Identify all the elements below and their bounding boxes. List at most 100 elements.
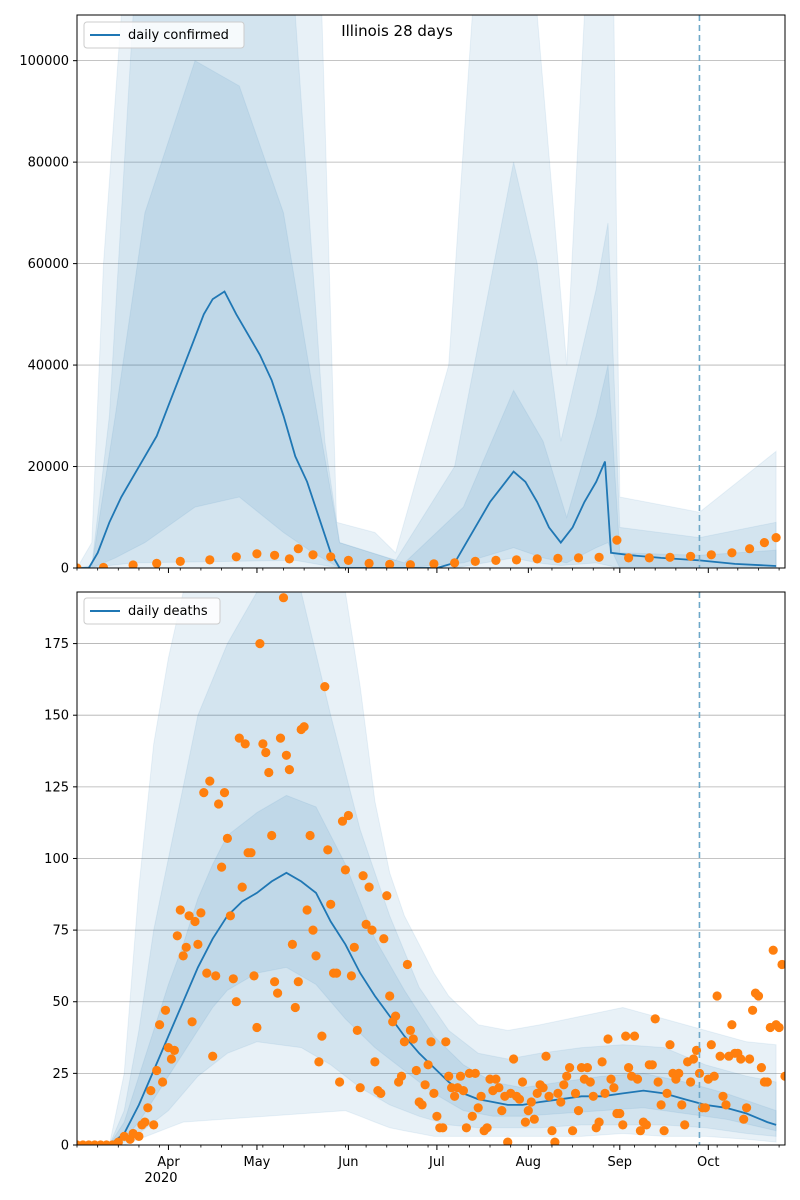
observed-point	[653, 1077, 663, 1087]
x-tick-label: Sep	[608, 1155, 633, 1170]
observed-point	[299, 722, 309, 732]
y-tick-label: 20000	[28, 460, 69, 475]
x-tick-label: Jun	[337, 1155, 358, 1170]
observed-point	[287, 939, 297, 950]
observed-point	[305, 830, 315, 841]
observed-point	[709, 1071, 719, 1081]
observed-point	[482, 1123, 492, 1133]
observed-point	[503, 1137, 513, 1145]
median-line-deaths	[77, 871, 777, 1145]
observed-point	[252, 549, 262, 559]
observed-point	[612, 535, 622, 545]
observed-point	[205, 555, 215, 565]
observed-point	[526, 1097, 536, 1107]
y-tick-label: 50	[52, 995, 69, 1010]
observed-point	[597, 1057, 607, 1067]
observed-point	[264, 767, 274, 778]
y-tick-label: 60000	[28, 257, 69, 272]
observed-point	[323, 845, 333, 855]
observed-point	[618, 1120, 628, 1130]
observed-point	[644, 553, 654, 563]
observed-point	[497, 1106, 507, 1116]
observed-point	[615, 1108, 625, 1119]
uncertainty-band-1	[77, 592, 777, 1145]
observed-point	[267, 830, 277, 841]
observed-point	[143, 1103, 153, 1113]
observed-point	[237, 882, 247, 892]
observed-point	[748, 1005, 758, 1015]
observed-point	[231, 997, 241, 1007]
observed-point	[641, 1120, 652, 1130]
observed-point	[624, 1063, 634, 1073]
observed-point	[556, 1097, 566, 1107]
observed-point	[364, 558, 374, 568]
uncertainty-band-2	[77, 592, 777, 1145]
observed-point	[370, 1057, 380, 1067]
observed-point	[396, 1071, 407, 1081]
observed-point	[753, 991, 764, 1001]
observed-point	[275, 733, 286, 743]
observed-point	[281, 750, 291, 760]
observed-point	[559, 1080, 569, 1090]
observed-point	[514, 1094, 525, 1104]
observed-point	[458, 1086, 468, 1096]
observed-point	[686, 1077, 696, 1087]
observed-point	[302, 905, 312, 915]
observed-point	[222, 833, 232, 844]
observed-point	[340, 865, 350, 875]
observed-point	[382, 891, 392, 901]
observed-point	[219, 788, 230, 798]
observed-point	[199, 788, 209, 798]
observed-point	[284, 765, 294, 775]
observed-point	[261, 747, 271, 758]
observed-point	[450, 1091, 460, 1101]
y-tick-label: 75	[52, 924, 69, 939]
observed-point	[532, 1088, 542, 1098]
observed-point	[718, 1091, 728, 1101]
observed-point	[508, 1054, 519, 1064]
observed-point	[337, 816, 348, 826]
observed-point	[553, 553, 563, 564]
observed-point	[134, 1131, 144, 1141]
observed-point	[211, 971, 221, 981]
observed-point	[570, 1088, 581, 1098]
observed-point	[573, 1106, 584, 1116]
x-tick-label: Aug	[516, 1155, 541, 1170]
observed-point	[246, 848, 256, 858]
observed-point	[523, 1106, 533, 1116]
plot-area-deaths	[77, 592, 785, 1145]
observed-point	[255, 639, 265, 649]
observed-point	[461, 1123, 471, 1133]
observed-point	[721, 1100, 731, 1110]
observed-point	[284, 554, 294, 564]
observed-point	[152, 558, 162, 568]
observed-point	[417, 1100, 427, 1110]
observed-point	[473, 1103, 483, 1113]
observed-point	[520, 1117, 531, 1127]
observed-point	[712, 991, 722, 1001]
observed-point	[385, 559, 395, 568]
observed-point	[155, 1020, 165, 1030]
observed-point	[320, 682, 330, 692]
observed-point	[426, 1037, 436, 1047]
observed-point	[432, 1111, 442, 1121]
observed-point	[659, 1126, 669, 1136]
observed-point	[335, 1077, 345, 1087]
observed-point	[249, 971, 259, 981]
observed-point	[308, 550, 318, 560]
observed-point	[455, 1071, 466, 1081]
observed-point	[411, 1065, 421, 1076]
observed-point	[423, 1060, 433, 1070]
observed-point	[364, 882, 374, 892]
observed-point	[311, 951, 321, 961]
observed-point	[476, 1091, 486, 1101]
observed-point	[175, 556, 185, 567]
observed-point	[349, 942, 359, 952]
observed-point	[491, 1074, 501, 1084]
observed-point	[568, 1126, 578, 1136]
observed-point	[290, 1002, 300, 1013]
observed-point	[166, 1054, 176, 1064]
observed-point	[314, 1057, 324, 1067]
x-year-label: 2020	[144, 1171, 177, 1186]
